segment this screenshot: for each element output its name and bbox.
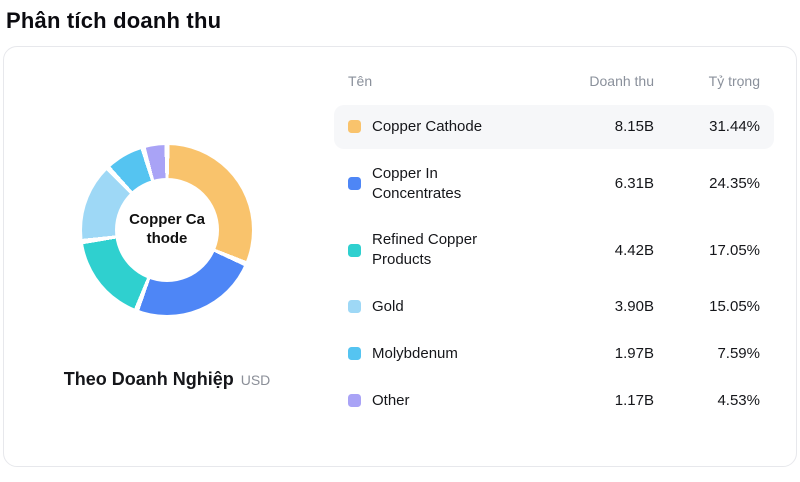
page-title: Phân tích doanh thu <box>6 8 222 33</box>
table-row[interactable]: Refined Copper Products 4.42B 17.05% <box>334 218 774 282</box>
row-revenue: 4.42B <box>614 241 654 259</box>
chart-caption-unit: USD <box>240 372 271 388</box>
donut-chart[interactable]: Copper Ca thode <box>82 145 252 315</box>
legend-swatch <box>348 393 361 407</box>
table-row[interactable]: Copper Cathode 8.15B 31.44% <box>334 105 774 149</box>
table-row[interactable]: Molybdenum 1.97B 7.59% <box>334 332 774 376</box>
row-label: Molybdenum <box>372 344 458 362</box>
row-share: 4.53% <box>717 391 760 409</box>
legend-swatch <box>348 120 361 134</box>
legend-swatch <box>348 177 361 191</box>
row-share: 7.59% <box>717 345 760 363</box>
legend-swatch <box>348 347 361 361</box>
table-header-row: Tên Doanh thu Tỷ trọng <box>334 69 774 105</box>
row-share: 15.05% <box>709 298 760 316</box>
row-label: Copper Cathode <box>372 118 483 135</box>
donut-center-label-line1: Copper Ca <box>129 211 205 229</box>
donut-center-label-line2: thode <box>146 230 188 247</box>
table-row[interactable]: Other 1.17B 4.53% <box>334 379 774 423</box>
row-revenue: 8.15B <box>614 118 654 136</box>
row-revenue: 1.97B <box>614 345 654 363</box>
table-row[interactable]: Gold 3.90B 15.05% <box>334 285 774 329</box>
row-revenue: 6.31B <box>614 175 654 193</box>
col-header-name: Tên <box>348 73 373 89</box>
chart-caption-title: Theo Doanh Nghiệp <box>63 369 234 389</box>
row-share: 17.05% <box>709 241 760 259</box>
revenue-analysis-card: Copper Ca thode Theo Doanh Nghiệp USD Tê… <box>3 46 797 467</box>
row-share: 31.44% <box>709 118 760 136</box>
donut-chart-pane: Copper Ca thode Theo Doanh Nghiệp USD <box>4 47 330 466</box>
row-share: 24.35% <box>709 175 760 193</box>
legend-table: Tên Doanh thu Tỷ trọng Copper Cathode 8.… <box>330 47 796 466</box>
chart-caption: Theo Doanh Nghiệp USD <box>64 369 271 390</box>
row-label: Copper In Concentrates <box>372 164 462 202</box>
legend-swatch <box>348 300 361 314</box>
row-label: Gold <box>372 297 404 315</box>
legend-swatch <box>348 243 361 257</box>
table-row[interactable]: Copper In Concentrates 6.31B 24.35% <box>334 152 774 216</box>
row-label: Refined Copper Products <box>372 231 478 269</box>
col-header-share: Tỷ trọng <box>708 73 760 89</box>
donut-center-label: Copper Ca thode <box>115 178 219 282</box>
row-label: Other <box>372 391 410 409</box>
row-revenue: 1.17B <box>614 391 654 409</box>
revenue-analysis-page: Phân tích doanh thu Copper Ca thode Theo… <box>3 8 797 467</box>
row-revenue: 3.90B <box>614 298 654 316</box>
col-header-revenue: Doanh thu <box>589 73 654 89</box>
